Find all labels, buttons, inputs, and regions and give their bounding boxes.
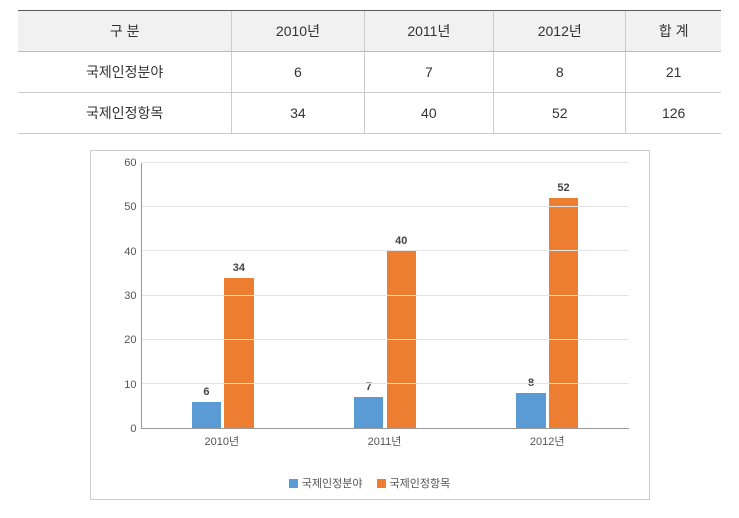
y-tick-label: 0: [107, 423, 137, 435]
y-tick-label: 30: [107, 290, 137, 302]
cell: 52: [494, 93, 626, 134]
bar-chart: 0102030405060 634740852 2010년2011년2012년 …: [90, 150, 650, 500]
x-axis: 2010년2011년2012년: [141, 429, 629, 449]
data-table: 구 분 2010년 2011년 2012년 합 계 국제인정분야 6 7 8 2…: [18, 10, 721, 134]
cell: 7: [364, 52, 494, 93]
bar-groups: 634740852: [142, 163, 629, 428]
bar: 7: [354, 397, 383, 428]
cell: 국제인정분야: [18, 52, 232, 93]
legend-swatch: [289, 479, 298, 488]
col-header: 합 계: [626, 11, 721, 52]
cell: 126: [626, 93, 721, 134]
x-tick-label: 2012년: [466, 429, 629, 449]
legend-item: 국제인정분야: [289, 475, 363, 491]
bar-value-label: 52: [557, 182, 569, 198]
bar-value-label: 34: [233, 262, 245, 278]
cell: 국제인정항목: [18, 93, 232, 134]
y-tick-label: 50: [107, 201, 137, 213]
bar-group: 634: [142, 163, 304, 428]
cell: 6: [232, 52, 364, 93]
data-table-container: 구 분 2010년 2011년 2012년 합 계 국제인정분야 6 7 8 2…: [0, 0, 739, 140]
grid-line: [142, 162, 629, 163]
y-tick-label: 10: [107, 379, 137, 391]
cell: 40: [364, 93, 494, 134]
y-tick-label: 40: [107, 246, 137, 258]
grid-line: [142, 339, 629, 340]
y-axis: 0102030405060: [107, 163, 141, 429]
x-tick-label: 2010년: [141, 429, 304, 449]
legend: 국제인정분야 국제인정항목: [91, 475, 649, 491]
plot-area: 634740852: [141, 163, 629, 429]
grid-line: [142, 250, 629, 251]
legend-item: 국제인정항목: [377, 475, 451, 491]
table-row: 국제인정항목 34 40 52 126: [18, 93, 721, 134]
y-tick-label: 20: [107, 334, 137, 346]
col-header: 2011년: [364, 11, 494, 52]
col-header: 2012년: [494, 11, 626, 52]
chart-inner: 0102030405060 634740852 2010년2011년2012년: [107, 163, 633, 449]
bar-group: 740: [304, 163, 466, 428]
y-tick-label: 60: [107, 157, 137, 169]
cell: 8: [494, 52, 626, 93]
grid-line: [142, 295, 629, 296]
cell: 21: [626, 52, 721, 93]
bar-value-label: 8: [528, 377, 534, 393]
bar: 8: [516, 393, 545, 428]
bar-value-label: 6: [203, 386, 209, 402]
col-header: 구 분: [18, 11, 232, 52]
bar: 6: [192, 402, 221, 429]
legend-label: 국제인정분야: [302, 475, 363, 491]
table-row: 국제인정분야 6 7 8 21: [18, 52, 721, 93]
legend-swatch: [377, 479, 386, 488]
legend-label: 국제인정항목: [390, 475, 451, 491]
grid-line: [142, 206, 629, 207]
bar-group: 852: [466, 163, 628, 428]
grid-line: [142, 383, 629, 384]
bar: 34: [224, 278, 253, 428]
x-tick-label: 2011년: [303, 429, 466, 449]
bar: 40: [387, 251, 416, 428]
col-header: 2010년: [232, 11, 364, 52]
bar-value-label: 40: [395, 235, 407, 251]
cell: 34: [232, 93, 364, 134]
bar: 52: [549, 198, 578, 428]
